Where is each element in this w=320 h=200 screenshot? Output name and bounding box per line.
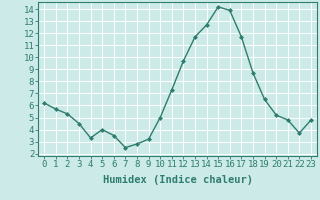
X-axis label: Humidex (Indice chaleur): Humidex (Indice chaleur) — [103, 175, 252, 185]
